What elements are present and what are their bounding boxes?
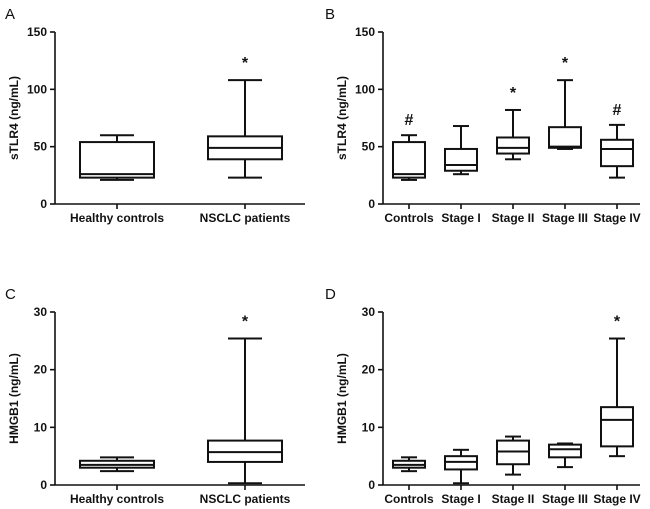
- significance-mark: *: [242, 314, 249, 331]
- x-category-label: NSCLC patients: [200, 492, 291, 506]
- significance-mark: *: [242, 55, 249, 72]
- x-category-label: Stage III: [542, 492, 588, 506]
- significance-mark: *: [562, 55, 569, 72]
- iqr-box: [496, 136, 530, 155]
- y-axis-title: sTLR4 (ng/mL): [335, 76, 349, 160]
- y-tick-label: 10: [362, 420, 376, 434]
- x-category-label: Stage IV: [593, 211, 640, 225]
- x-category-label: Healthy controls: [70, 211, 164, 225]
- box-2: *: [496, 85, 530, 161]
- iqr-box: [600, 406, 634, 448]
- significance-mark: #: [405, 112, 414, 129]
- box-4: #: [600, 102, 634, 179]
- y-tick-label: 50: [34, 140, 48, 154]
- box-3: [548, 442, 582, 469]
- y-axis-title: HMGB1 (ng/mL): [335, 353, 349, 444]
- x-category-label: NSCLC patients: [200, 211, 291, 225]
- y-axis-title: HMGB1 (ng/mL): [7, 353, 21, 444]
- x-category-label: Stage I: [441, 492, 480, 506]
- x-category-label: Stage II: [492, 492, 535, 506]
- y-tick-label: 100: [355, 82, 375, 96]
- box-0: #: [392, 112, 426, 181]
- boxplot-panel-a: 0 50 100 150 sTLR4 (ng/mL) Healthy controls NS…: [7, 25, 305, 225]
- y-tick-label: 0: [40, 478, 47, 492]
- panel-label: C: [5, 286, 16, 303]
- iqr-box: [548, 126, 582, 149]
- panel-label: D: [325, 286, 336, 303]
- y-tick-label: 150: [355, 25, 375, 39]
- y-tick-label: 30: [34, 305, 48, 319]
- box-3: *: [548, 55, 582, 150]
- box-2: [496, 435, 530, 476]
- x-category-label: Controls: [384, 492, 434, 506]
- box-1: [444, 448, 478, 485]
- y-tick-label: 50: [362, 140, 376, 154]
- x-category-label: Stage IV: [593, 492, 640, 506]
- boxplot-panel-b: 0 50 100 150 sTLR4 (ng/mL) Controls Stage I Sta…: [335, 25, 641, 225]
- y-tick-label: 0: [368, 478, 375, 492]
- box-0: [79, 456, 155, 473]
- panel-label: B: [325, 6, 335, 23]
- y-axis-title: sTLR4 (ng/mL): [7, 76, 21, 160]
- y-tick-label: 10: [34, 420, 48, 434]
- box-1: *: [207, 314, 283, 485]
- y-tick-label: 20: [34, 363, 48, 377]
- panel-label: A: [5, 6, 15, 23]
- box-1: *: [207, 55, 283, 179]
- significance-mark: #: [613, 102, 622, 119]
- box-4: *: [600, 314, 634, 458]
- significance-mark: *: [510, 85, 517, 102]
- y-tick-label: 0: [368, 197, 375, 211]
- boxplot-panel-d: 0 10 20 30 HMGB1 (ng/mL) Controls Stage I Stage…: [335, 305, 641, 506]
- x-category-label: Controls: [384, 211, 434, 225]
- box-1: [444, 125, 478, 176]
- boxplot-panel-c: 0 10 20 30 HMGB1 (ng/mL) Healthy controls NSCL…: [7, 305, 305, 506]
- iqr-box: [600, 138, 634, 168]
- box-0: [392, 456, 426, 473]
- x-category-label: Stage II: [492, 211, 535, 225]
- y-tick-label: 0: [40, 197, 47, 211]
- box-0: [79, 134, 155, 181]
- iqr-box: [444, 147, 478, 172]
- x-category-label: Stage I: [441, 211, 480, 225]
- y-tick-label: 30: [362, 305, 376, 319]
- significance-mark: *: [614, 314, 621, 331]
- iqr-box: [79, 141, 155, 179]
- x-category-label: Healthy controls: [70, 492, 164, 506]
- iqr-box: [548, 443, 582, 459]
- iqr-box: [392, 141, 426, 179]
- y-tick-label: 20: [362, 363, 376, 377]
- y-tick-label: 150: [27, 25, 47, 39]
- x-category-label: Stage III: [542, 211, 588, 225]
- y-tick-label: 100: [27, 82, 47, 96]
